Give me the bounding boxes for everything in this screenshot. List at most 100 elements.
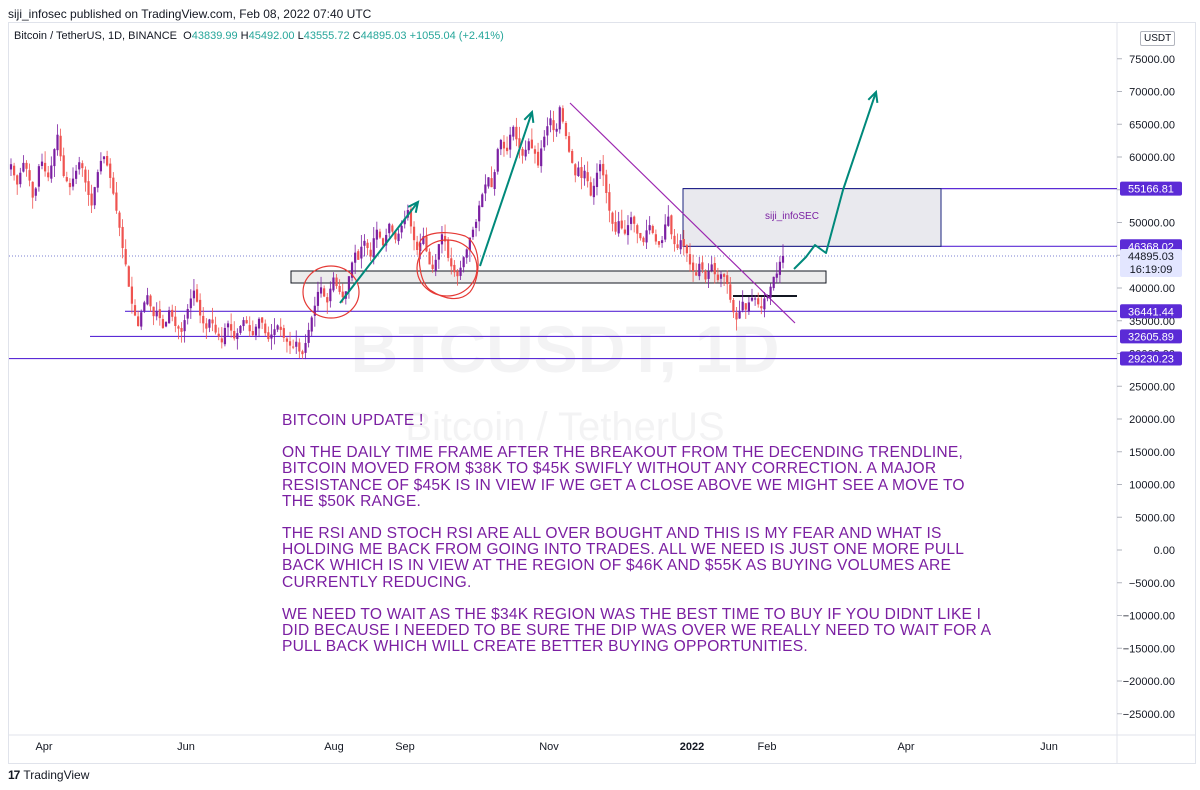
- candle-body: [465, 249, 468, 258]
- candle-body: [115, 192, 118, 211]
- candle-body: [316, 291, 320, 306]
- candle-body: [347, 276, 351, 292]
- candle-body: [338, 285, 341, 292]
- candle-body: [499, 139, 502, 150]
- close-value: 44895.03: [360, 30, 407, 42]
- note-paragraph-3: WE NEED TO WAIT AS THE $34K REGION WAS T…: [282, 605, 992, 656]
- candle-body: [574, 164, 577, 176]
- tradingview-logo[interactable]: 17 TradingView: [8, 768, 89, 782]
- candle-body: [626, 225, 630, 236]
- candle-body: [220, 338, 223, 343]
- candle-body: [242, 320, 245, 327]
- candle-body: [360, 246, 363, 259]
- candle-body: [279, 326, 282, 330]
- note-paragraph-2: THE RSI AND STOCH RSI ARE ALL OVER BOUGH…: [282, 525, 965, 591]
- resistance-zone-box[interactable]: [682, 188, 942, 247]
- candle-body: [400, 225, 403, 233]
- candle-body: [691, 262, 695, 271]
- tradingview-logo-icon: 17: [8, 768, 20, 782]
- low-label: L: [297, 30, 304, 42]
- support-zone-box[interactable]: [290, 270, 827, 284]
- candle-body: [307, 329, 310, 343]
- candle-body: [177, 326, 180, 329]
- candle-body: [561, 108, 564, 122]
- candle-body: [378, 231, 382, 238]
- candle-body: [639, 232, 642, 239]
- price-level-tag: 55166.81: [1120, 181, 1182, 196]
- candle-body: [146, 295, 149, 305]
- up-arrow-2-head[interactable]: [523, 109, 535, 124]
- candle-body: [648, 225, 651, 231]
- projection-arrow-head[interactable]: [867, 89, 879, 104]
- candle-body: [540, 148, 543, 167]
- up-arrow-1-head[interactable]: [407, 200, 420, 213]
- candle-body: [84, 169, 87, 183]
- candle-body: [443, 235, 447, 242]
- y-tick-label: −5000.00: [1129, 578, 1175, 590]
- highlight-circle[interactable]: [416, 239, 478, 297]
- candle-body: [186, 308, 189, 319]
- candle-body: [298, 342, 301, 352]
- candle-body: [372, 238, 375, 258]
- candle-body: [664, 224, 667, 240]
- candle-body: [744, 303, 747, 310]
- y-tick-label: −10000.00: [1123, 611, 1175, 623]
- watermark-name: Bitcoin / TetherUS: [405, 405, 724, 449]
- candle-body: [381, 238, 385, 246]
- candle-body: [459, 267, 462, 276]
- candle-body: [71, 178, 75, 187]
- x-tick-label: Feb: [758, 741, 777, 753]
- y-tick-label: 35000.00: [1129, 316, 1175, 328]
- candle-body: [586, 172, 589, 182]
- projection-arrow[interactable]: [793, 91, 877, 270]
- highlight-circle[interactable]: [302, 265, 360, 319]
- candle-body: [174, 316, 177, 326]
- candle-body: [192, 290, 196, 299]
- up-arrow-2[interactable]: [479, 111, 533, 267]
- y-tick-label: −20000.00: [1123, 676, 1175, 688]
- candle-body: [722, 274, 726, 277]
- candle-body: [223, 327, 227, 345]
- candle-body: [375, 229, 378, 240]
- candle-body: [416, 241, 419, 251]
- candle-body: [171, 309, 174, 317]
- analysis-note: BITCOIN UPDATE ! ON THE DAILY TIME FRAME…: [282, 412, 1042, 671]
- candle-body: [456, 271, 459, 277]
- candle-body: [524, 149, 527, 157]
- candle-body: [509, 134, 512, 150]
- candle-body: [478, 205, 481, 222]
- candle-body: [326, 297, 329, 303]
- candle-body: [301, 351, 304, 355]
- candle-body: [25, 162, 28, 169]
- candle-body: [741, 301, 744, 311]
- low-value: 43555.72: [303, 30, 350, 42]
- candle-body: [564, 123, 568, 137]
- candle-body: [68, 183, 72, 188]
- candle-body: [335, 277, 338, 287]
- candle-body: [354, 252, 357, 263]
- highlight-circle[interactable]: [418, 232, 479, 300]
- candle-body: [270, 334, 273, 339]
- candle-body: [447, 239, 450, 258]
- candle-body: [583, 170, 586, 179]
- candle-body: [636, 225, 639, 234]
- candle-body: [78, 162, 81, 170]
- descending-trendline[interactable]: [569, 102, 796, 324]
- candle-body: [161, 319, 165, 328]
- candle-body: [732, 300, 735, 313]
- candle-body: [282, 328, 285, 338]
- price-level-tag-text: 29230.23: [1128, 354, 1174, 366]
- up-arrow-1[interactable]: [339, 201, 419, 304]
- candle-body: [205, 323, 208, 329]
- candle-body: [412, 226, 416, 241]
- publisher-line: siji_infosec published on TradingView.co…: [8, 7, 372, 21]
- candle-body: [450, 258, 453, 267]
- countdown-timer: 16:19:09: [1130, 264, 1173, 276]
- currency-button[interactable]: USDT: [1140, 31, 1176, 46]
- candle-body: [629, 217, 633, 224]
- candle-body: [654, 234, 657, 242]
- y-tick-label: −25000.00: [1123, 709, 1175, 721]
- candle-body: [137, 316, 140, 326]
- candle-body: [180, 327, 183, 332]
